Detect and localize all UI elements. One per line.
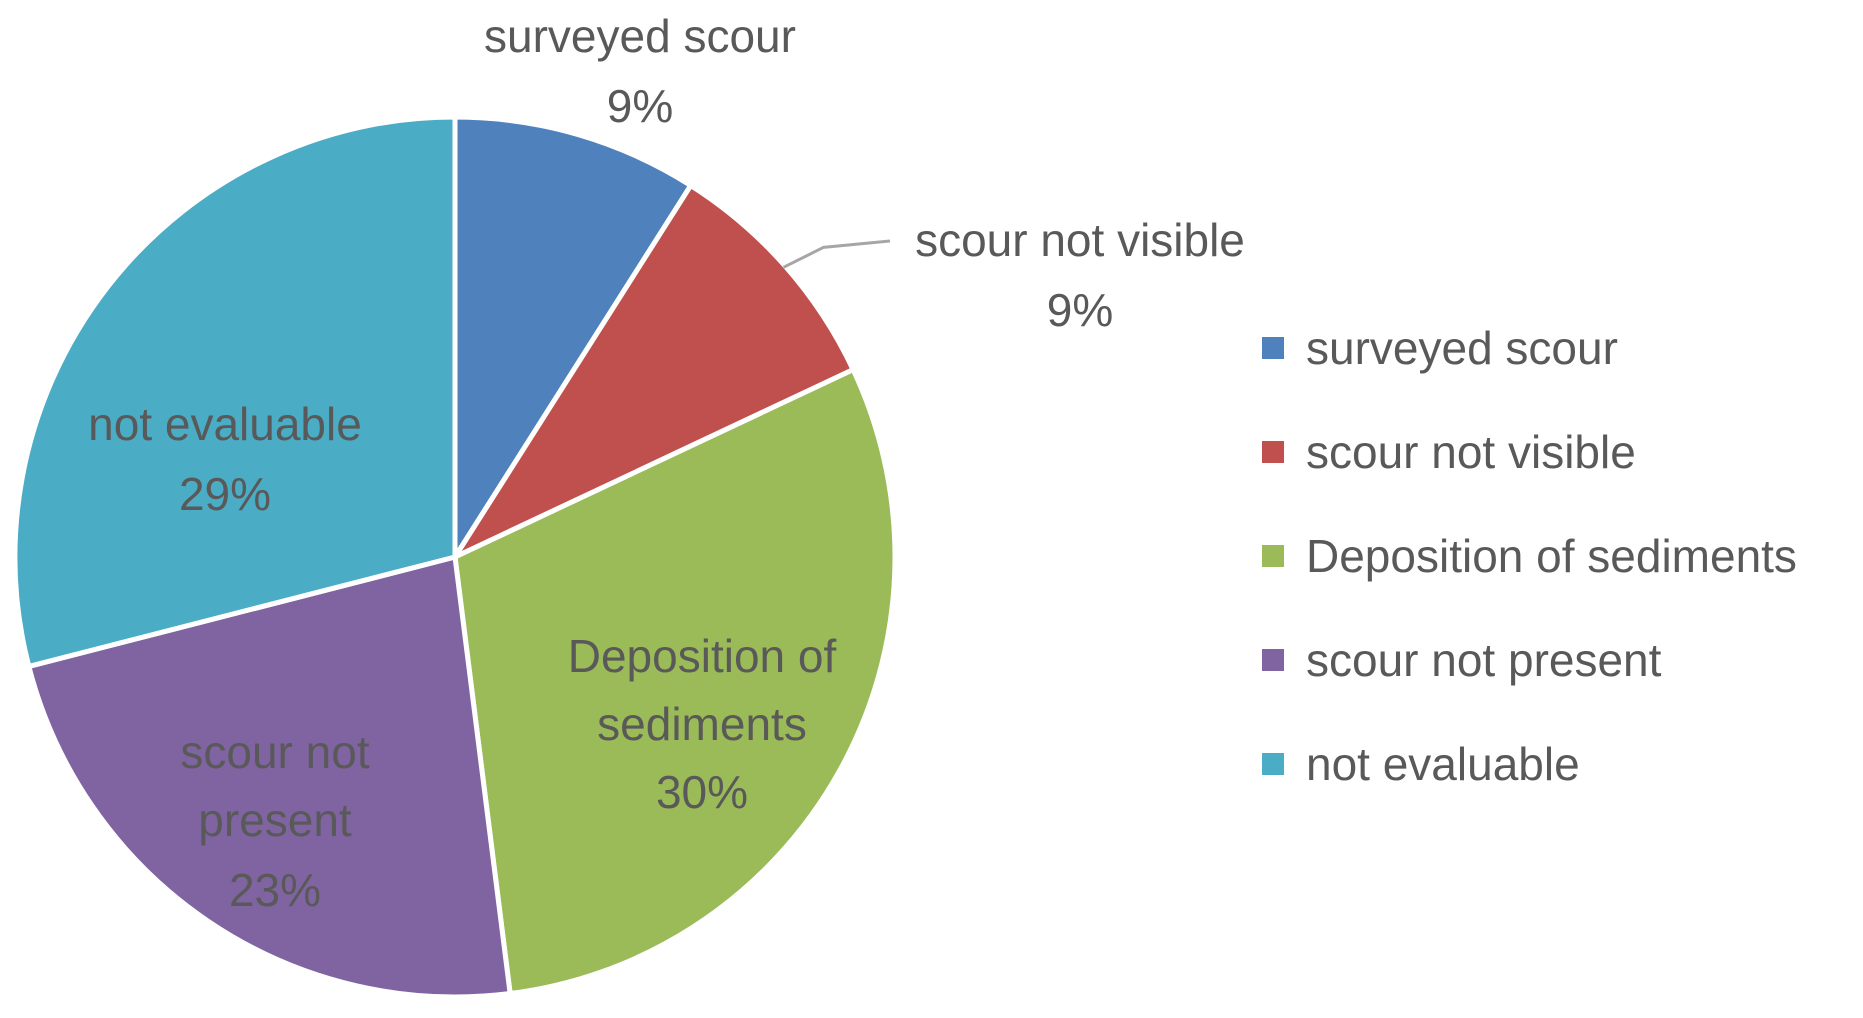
legend-swatch-surveyed-scour (1262, 337, 1284, 359)
pie-slice-surveyed-scour (452, 114, 694, 560)
legend-label-deposition-of-sediments: Deposition of sediments (1306, 530, 1797, 582)
pie-slice-not-evaluable (12, 114, 458, 669)
data-label-deposition-of-sediments: Deposition of sediments 30% (568, 630, 837, 818)
legend-item-not-evaluable: not evaluable (1262, 738, 1580, 790)
legend-label-scour-not-present: scour not present (1306, 634, 1662, 686)
legend-label-scour-not-visible: scour not visible (1306, 426, 1636, 478)
data-label-surveyed-scour: surveyed scour 9% (484, 10, 796, 132)
legend-item-surveyed-scour: surveyed scour (1262, 322, 1618, 374)
pie-slices (12, 114, 898, 1000)
legend: surveyed scour scour not visible Depositio… (1262, 322, 1797, 790)
legend-swatch-not-evaluable (1262, 753, 1284, 775)
data-labels: surveyed scour 9% scour not visible 9% Depos… (88, 10, 1245, 916)
legend-swatch-deposition-of-sediments (1262, 545, 1284, 567)
legend-item-deposition-of-sediments: Deposition of sediments (1262, 530, 1797, 582)
data-label-not-evaluable: not evaluable 29% (88, 398, 362, 520)
data-label-scour-not-visible: scour not visible 9% (915, 214, 1245, 336)
data-label-scour-not-present: scour not present 23% (180, 726, 369, 916)
legend-item-scour-not-present: scour not present (1262, 634, 1662, 686)
legend-item-scour-not-visible: scour not visible (1262, 426, 1636, 478)
leader-lines (782, 239, 891, 269)
pie-slice-deposition-of-sediments (452, 367, 898, 997)
leader-line-scour-not-visible (782, 239, 891, 269)
pie-slice-scour-not-present (26, 554, 513, 1000)
legend-label-surveyed-scour: surveyed scour (1306, 322, 1618, 374)
legend-swatch-scour-not-present (1262, 649, 1284, 671)
legend-swatch-scour-not-visible (1262, 441, 1284, 463)
legend-label-not-evaluable: not evaluable (1306, 738, 1580, 790)
